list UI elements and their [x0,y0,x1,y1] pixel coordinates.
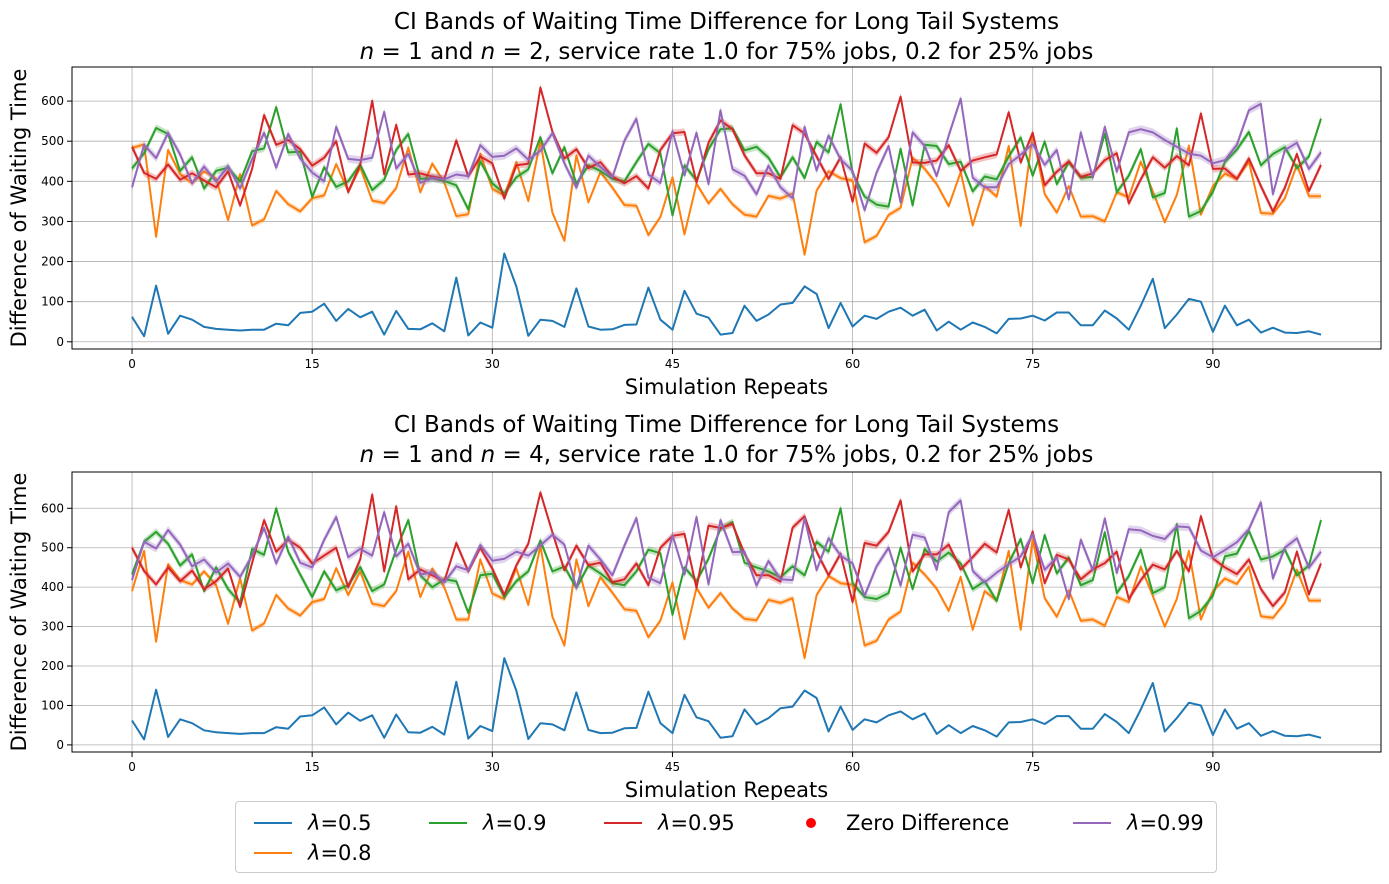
legend-item-lambda-0-8: λ =0.8 [254,838,371,868]
series-line [131,132,1321,256]
series-λ=0.5 [131,657,1322,741]
legend-item-lambda-0-99: λ =0.99 [1073,808,1204,838]
ci-band [132,496,1321,603]
series-line [131,491,1322,608]
x-tick-label: 60 [845,760,860,774]
legend-swatch [254,852,292,854]
chart-title: CI Bands of Waiting Time Difference for … [394,412,1059,438]
chart-subtitle: n = 1 and n = 4, service rate 1.0 for 75… [360,442,1094,468]
series-line [131,499,1322,600]
series-λ=0.8 [131,130,1321,258]
legend-item-lambda-0-9: λ =0.9 [429,808,546,838]
legend-symbol: λ [658,811,671,835]
subtitle-var: n [360,442,375,468]
y-tick-label: 100 [41,698,64,712]
subtitle-var: n [481,442,496,468]
x-axis-label: Simulation Repeats [625,778,828,800]
series-λ=0.9 [131,100,1322,221]
x-tick-label: 30 [485,357,500,371]
y-axis-label: Difference of Waiting Time [7,69,31,348]
x-axis-label: Simulation Repeats [625,375,828,399]
series-line [131,657,1322,741]
series-λ=0.5 [131,252,1322,338]
y-tick-label: 200 [41,659,64,673]
x-tick-label: 0 [128,760,136,774]
subtitle-text: = 1 and [374,39,480,65]
legend-swatch [604,822,642,824]
x-tick-label: 90 [1205,357,1220,371]
chart-2: CI Bands of Waiting Time Difference for … [7,412,1382,800]
legend-symbol: λ [308,841,321,865]
ci-band [132,252,1321,337]
legend-label: =0.8 [320,841,372,865]
chart-title: CI Bands of Waiting Time Difference for … [394,9,1059,35]
x-tick-label: 75 [1025,357,1040,371]
legend-label: =0.99 [1139,811,1204,835]
x-tick-label: 60 [845,357,860,371]
legend-symbol: λ [308,811,321,835]
legend-item-lambda-0-95: λ =0.95 [604,808,735,838]
series-λ=0.99 [131,94,1322,215]
y-axis-label: Difference of Waiting Time [7,473,31,752]
y-tick-label: 200 [41,255,64,269]
y-tick-label: 0 [56,335,64,349]
ci-band [132,657,1321,741]
chart-subtitle: n = 1 and n = 2, service rate 1.0 for 75… [360,39,1094,65]
x-tick-label: 0 [128,357,136,371]
y-tick-label: 500 [41,541,64,555]
y-tick-label: 600 [41,94,64,108]
series-λ=0.95 [131,489,1322,611]
legend-symbol: λ [1127,811,1140,835]
series-line [131,103,1322,218]
x-tick-label: 30 [485,760,500,774]
legend-item-zero-difference: Zero Difference [792,808,1009,838]
y-tick-label: 100 [41,295,64,309]
subtitle-text: = 1 and [374,442,480,468]
y-tick-label: 300 [41,620,64,634]
chart-1: CI Bands of Waiting Time Difference for … [7,9,1382,399]
y-tick-label: 400 [41,580,64,594]
ci-band [132,94,1321,215]
legend-swatch [429,822,467,824]
x-tick-label: 45 [665,760,680,774]
subtitle-text: = 4, service rate 1.0 for 75% jobs, 0.2 … [495,442,1093,468]
subtitle-var: n [360,39,375,65]
plot-frame [71,471,1382,753]
legend-label: =0.95 [670,811,735,835]
plot-frame [71,66,1382,350]
subtitle-var: n [481,39,496,65]
legend-symbol: λ [483,811,496,835]
legend-item-lambda-0-5: λ =0.5 [254,808,371,838]
series-line [131,538,1321,660]
y-tick-label: 600 [41,501,64,515]
x-tick-label: 15 [305,760,320,774]
figure: CI Bands of Waiting Time Difference for … [7,9,1382,800]
series-line [131,97,1322,212]
x-tick-label: 75 [1025,760,1040,774]
legend: λ =0.5 λ =0.8 λ =0.9 λ =0.95 Zero Difference… [235,801,1217,873]
y-tick-label: 400 [41,174,64,188]
x-tick-label: 45 [665,357,680,371]
y-tick-label: 500 [41,134,64,148]
x-tick-label: 15 [305,357,320,371]
series-line [131,252,1322,338]
legend-swatch [1073,822,1111,824]
series-λ=0.99 [131,496,1322,603]
y-tick-label: 300 [41,214,64,228]
x-tick-label: 90 [1205,760,1220,774]
ci-band [132,130,1321,258]
subtitle-text: = 2, service rate 1.0 for 75% jobs, 0.2 … [495,39,1093,65]
legend-label: =0.5 [320,811,372,835]
ci-band [132,536,1321,661]
legend-swatch [806,818,816,828]
series-λ=0.8 [131,536,1321,661]
legend-label: =0.9 [495,811,547,835]
legend-swatch [254,822,292,824]
legend-label: Zero Difference [846,811,1010,835]
y-tick-label: 0 [56,738,64,752]
